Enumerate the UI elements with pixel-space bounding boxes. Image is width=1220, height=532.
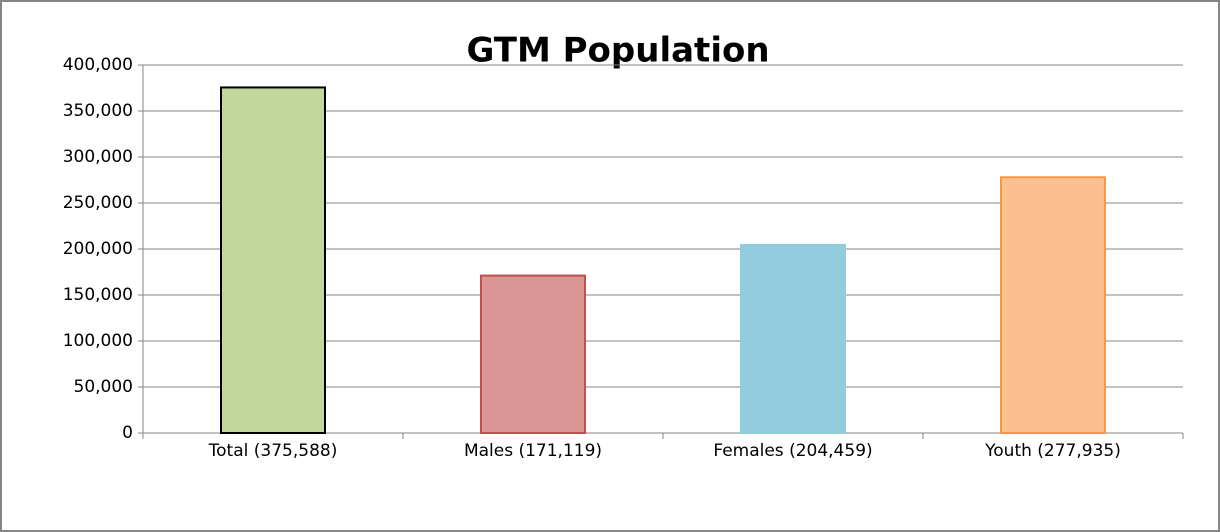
y-tick-label: 150,000 [63,285,133,305]
x-tick-label: Females (204,459) [713,441,872,461]
y-tick-label: 400,000 [63,55,133,75]
y-tick-label: 350,000 [63,101,133,121]
y-tick-label: 0 [122,423,133,443]
bar [220,86,326,434]
bar [480,274,586,434]
y-tick-label: 200,000 [63,239,133,259]
bar [1000,176,1106,434]
chart-title: GTM Population [466,31,769,71]
x-tick-label: Total (375,588) [208,441,338,461]
y-tick-label: 300,000 [63,147,133,167]
x-tick-label: Males (171,119) [464,441,602,461]
y-tick-label: 100,000 [63,331,133,351]
bar [740,243,846,434]
y-tick-label: 50,000 [74,377,133,397]
y-tick-label: 250,000 [63,193,133,213]
x-tick-label: Youth (277,935) [984,441,1121,461]
